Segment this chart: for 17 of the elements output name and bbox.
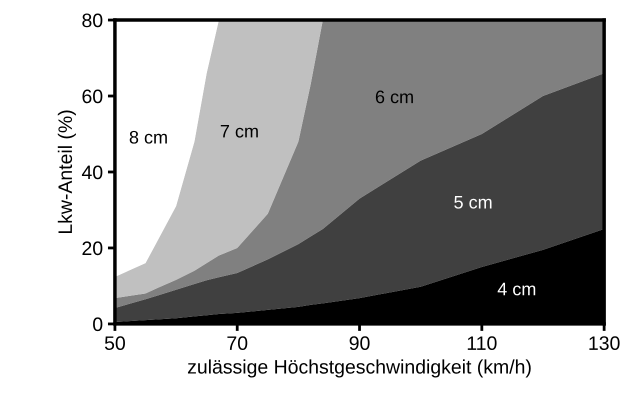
y-tick-label: 0 [93,317,102,332]
series-label: 6 cm [376,90,413,104]
y-tick-label: 60 [82,89,102,104]
series-label: 5 cm [454,196,492,209]
x-tick-label: 110 [468,336,497,350]
x-tick-label: 70 [227,336,248,350]
x-axis-title: zulässige Höchstgeschwindigkeit (km/h) [188,359,531,378]
series-label: 4 cm [498,282,536,296]
series-label: 8 cm [130,130,167,144]
y-tick-label: 80 [82,14,102,28]
x-tick-label: 90 [350,336,370,350]
x-tick-label: 50 [104,336,125,350]
y-tick-label: 20 [82,241,102,256]
y-axis-title: Lkw-Anteil (%) [58,110,76,234]
y-tick-label: 40 [82,165,102,180]
x-tick-label: 130 [589,336,620,350]
series-label: 7 cm [220,125,258,138]
